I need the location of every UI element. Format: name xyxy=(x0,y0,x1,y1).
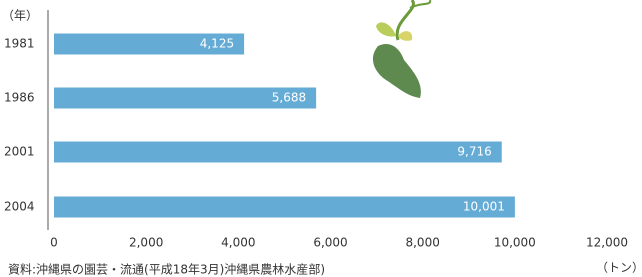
x-tick-label: 12,000 xyxy=(586,236,628,250)
value-label: 10,001 xyxy=(463,200,505,214)
y-tick-label: 2001 xyxy=(4,145,35,159)
x-tick-label: 10,000 xyxy=(494,236,536,250)
y-tick-label: 2004 xyxy=(4,200,35,214)
y-axis-label: （年） xyxy=(2,9,38,23)
chart: （年） （トン） 資料:沖縄県の園芸・流通(平成18年3月)沖縄県農林水産部) … xyxy=(0,0,642,277)
value-label: 9,716 xyxy=(457,145,491,159)
x-tick-label: 0 xyxy=(50,236,58,250)
bar xyxy=(54,142,502,163)
decoration xyxy=(373,0,430,98)
x-tick-label: 2,000 xyxy=(129,236,163,250)
x-tick-label: 6,000 xyxy=(313,236,347,250)
y-tick-label: 1981 xyxy=(4,37,35,51)
value-label: 4,125 xyxy=(200,37,234,51)
bar xyxy=(54,197,515,218)
x-tick-label: 8,000 xyxy=(405,236,439,250)
source-note: 資料:沖縄県の園芸・流通(平成18年3月)沖縄県農林水産部) xyxy=(8,262,325,277)
x-tick-label: 4,000 xyxy=(221,236,255,250)
x-axis-label: （トン） xyxy=(596,261,642,275)
y-tick-label: 1986 xyxy=(4,91,35,105)
value-label: 5,688 xyxy=(272,91,306,105)
